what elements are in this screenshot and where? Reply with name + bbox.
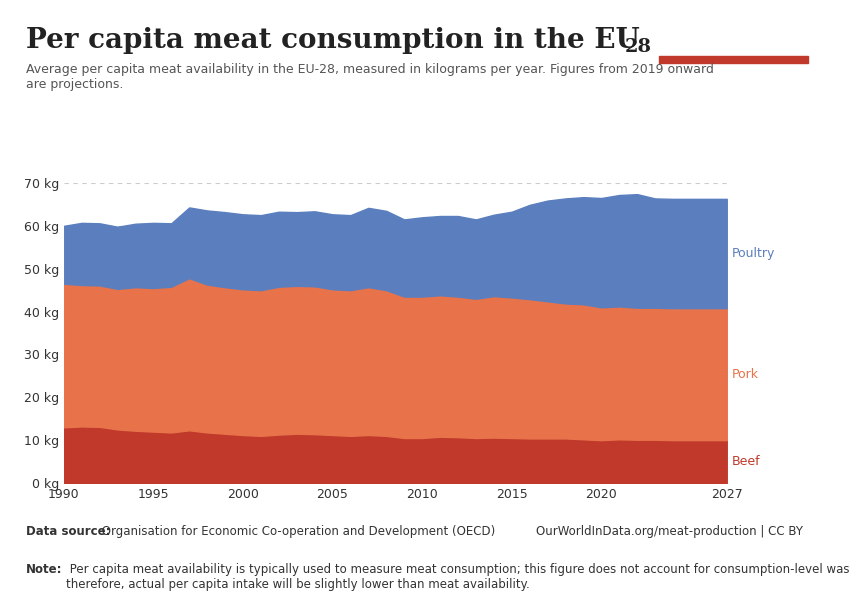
Text: Average per capita meat availability in the EU-28, measured in kilograms per yea: Average per capita meat availability in …: [26, 63, 713, 91]
Text: Beef: Beef: [732, 455, 761, 468]
Text: Data source:: Data source:: [26, 525, 110, 538]
Text: Pork: Pork: [732, 368, 759, 380]
Text: Per capita meat consumption in the EU: Per capita meat consumption in the EU: [26, 27, 639, 54]
Text: Organisation for Economic Co-operation and Development (OECD): Organisation for Economic Co-operation a…: [98, 525, 495, 538]
Text: 28: 28: [625, 38, 652, 56]
Bar: [659, 56, 808, 63]
Text: in Data: in Data: [708, 35, 758, 48]
Text: Our World: Our World: [698, 17, 768, 31]
Text: Note:: Note:: [26, 563, 62, 576]
Text: Poultry: Poultry: [732, 247, 775, 260]
Text: Per capita meat availability is typically used to measure meat consumption; this: Per capita meat availability is typicall…: [66, 563, 850, 591]
Text: OurWorldInData.org/meat-production | CC BY: OurWorldInData.org/meat-production | CC …: [536, 525, 802, 538]
